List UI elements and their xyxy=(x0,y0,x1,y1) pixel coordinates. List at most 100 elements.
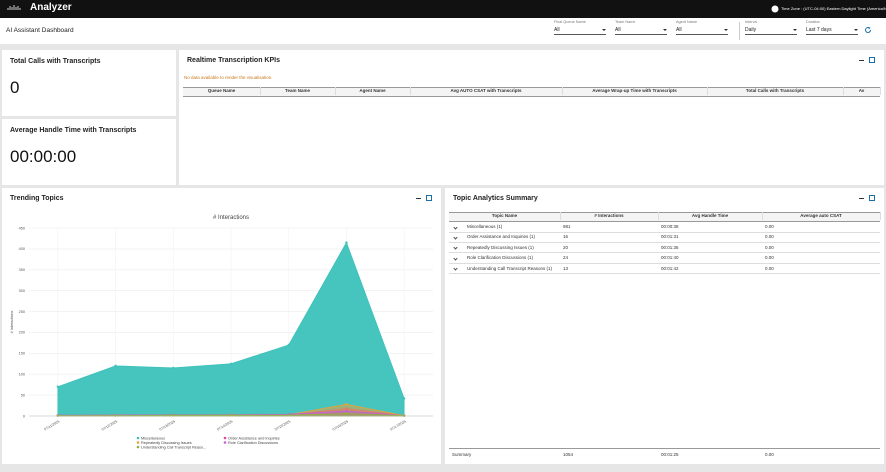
summary-cell: 0.00 xyxy=(765,452,774,457)
card-title: Trending Topics xyxy=(10,195,64,202)
x-tick-label: 07/13/2025 xyxy=(159,419,176,431)
area xyxy=(57,241,405,417)
point xyxy=(345,409,348,413)
row-line xyxy=(449,273,880,274)
total-calls-card: Total Calls with Transcripts 0 xyxy=(2,50,176,116)
point xyxy=(229,362,233,365)
minimize-button[interactable] xyxy=(859,198,864,199)
refresh-button[interactable] xyxy=(864,26,872,34)
point xyxy=(114,414,117,417)
table-cell: Miscellaneous (1) xyxy=(467,224,503,229)
y-tick-label: 0 xyxy=(23,414,25,418)
filter-caret xyxy=(602,29,606,31)
expand-button[interactable] xyxy=(869,57,875,63)
expand-button[interactable] xyxy=(869,195,875,201)
filter-underline xyxy=(806,34,858,35)
expand-chevron[interactable] xyxy=(453,256,458,261)
column-header: Av xyxy=(843,87,881,95)
legend-swatch xyxy=(136,436,140,440)
x-tick-label: 07/17/2025 xyxy=(389,419,406,431)
table-cell: 0.00 xyxy=(765,255,774,261)
chart-title: # Interactions xyxy=(213,215,249,221)
card-value: 0 xyxy=(10,78,20,97)
filter-value[interactable]: All xyxy=(676,27,682,33)
table-cell: 00:01:42 xyxy=(661,265,679,271)
table-cell: 0.00 xyxy=(765,244,774,250)
filter-caret xyxy=(854,29,858,31)
y-tick-label: 200 xyxy=(19,331,25,335)
filter-value[interactable]: Last 7 days xyxy=(806,27,832,33)
logo xyxy=(7,5,21,10)
filter-underline xyxy=(554,34,606,35)
card-title: Topic Analytics Summary xyxy=(453,195,538,202)
expand-chevron[interactable] xyxy=(453,224,458,230)
x-tick-label: 07/12/2025 xyxy=(101,419,118,431)
summary-cell: 00:01:25 xyxy=(661,452,679,457)
point xyxy=(114,364,117,368)
page-title: AI Assistant Dashboard xyxy=(6,27,74,34)
trending-card: Trending Topics # Interactions # Interacti… xyxy=(2,188,441,464)
column-header: Queue Name xyxy=(183,87,261,95)
column-header: Average auto CSAT xyxy=(762,212,881,220)
table-cell: 00:01:40 xyxy=(661,255,679,261)
column-header: Average Wrap-up Time with Transcripts xyxy=(562,87,708,95)
filter-value[interactable]: All xyxy=(554,27,560,33)
table-cell: 00:01:31 xyxy=(661,234,679,240)
minimize-button[interactable] xyxy=(416,198,421,199)
point xyxy=(402,397,406,400)
legend-swatch xyxy=(136,445,140,449)
y-tick-label: 450 xyxy=(19,226,25,230)
minimize-button[interactable] xyxy=(859,60,864,61)
row-line xyxy=(449,262,880,264)
expand-chevron[interactable] xyxy=(453,235,458,240)
x-tick-label: 07/14/2025 xyxy=(216,419,233,431)
expand-chevron[interactable] xyxy=(453,266,458,271)
y-tick-label: 150 xyxy=(19,352,25,356)
y-tick-label: 50 xyxy=(21,393,25,397)
column-header: Avg AUTO CSAT with Transcripts xyxy=(410,87,563,95)
header: AI Assistant Dashboard xyxy=(0,18,886,44)
filter-label: Agent Name xyxy=(676,20,698,24)
filter-value[interactable]: All xyxy=(615,27,621,33)
column-header: Agent Name xyxy=(335,87,411,95)
point xyxy=(172,366,175,370)
card-value: 00:00:00 xyxy=(10,147,77,166)
expand-chevron[interactable] xyxy=(453,245,458,250)
column-header: # Interactions xyxy=(560,212,659,220)
y-tick-label: 300 xyxy=(19,289,25,293)
table-cell: Understanding Call Transcript Reasons (1… xyxy=(467,265,553,271)
table-header xyxy=(183,87,880,97)
row-line xyxy=(449,252,880,253)
legend-label: Understanding Call Transcript Reaso... xyxy=(141,445,206,449)
separator xyxy=(739,22,740,40)
filter-caret xyxy=(724,29,728,31)
expand-button[interactable] xyxy=(426,195,432,201)
footer-line xyxy=(449,448,880,449)
table-cell: 00:01:36 xyxy=(661,244,679,250)
legend-swatch xyxy=(223,441,227,444)
kpi-card: Realtime Transcription KPIs No data avail… xyxy=(179,50,884,185)
row-line xyxy=(449,242,880,243)
filter-caret xyxy=(793,29,797,31)
point xyxy=(402,414,406,417)
timezone: Time Zone : (UTC-04:00) Eastern Daylight… xyxy=(781,6,886,11)
point xyxy=(56,385,60,388)
x-tick-label: 07/11/2025 xyxy=(43,419,60,431)
card-title: Total Calls with Transcripts xyxy=(10,58,101,65)
table-cell: 981 xyxy=(563,224,571,229)
summary-cell: 1054 xyxy=(563,452,574,457)
table-cell: Order Assistance and Inquiries (1) xyxy=(467,234,536,240)
filter-value[interactable]: Daily xyxy=(745,27,757,33)
table-cell: 0.00 xyxy=(765,224,774,229)
table-cell: 24 xyxy=(563,255,569,261)
brand: Analyzer xyxy=(30,2,72,13)
column-header: Team Name xyxy=(260,87,336,95)
filter-underline xyxy=(615,34,667,35)
y-axis-label: # Interactions xyxy=(10,311,14,334)
table-cell: 00:00:38 xyxy=(661,224,679,229)
card-title: Realtime Transcription KPIs xyxy=(187,57,280,64)
filter-label: Final Queue Name xyxy=(554,20,586,24)
filter-label: Team Name xyxy=(615,20,636,24)
x-tick-label: 07/16/2025 xyxy=(332,419,349,431)
table-cell: 13 xyxy=(563,265,569,271)
